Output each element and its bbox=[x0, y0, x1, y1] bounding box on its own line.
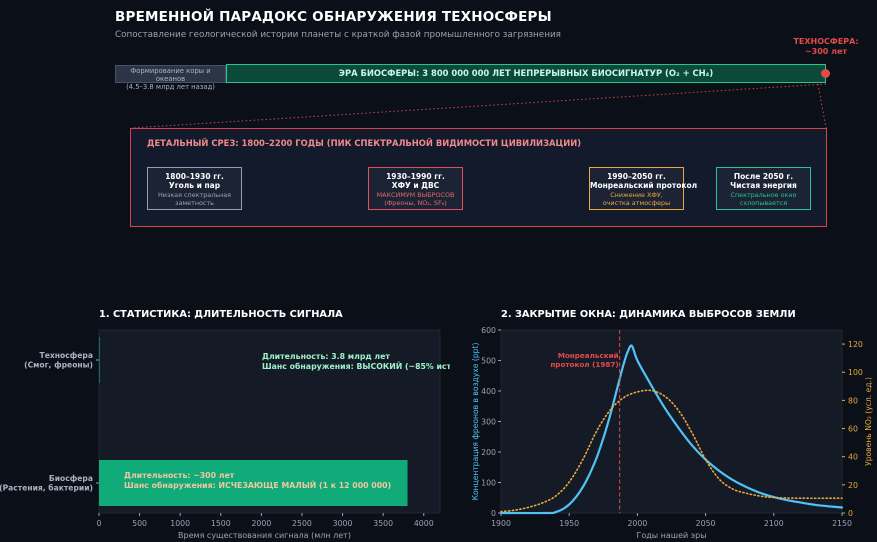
phase-period: 1990–2050 гг. bbox=[607, 172, 666, 181]
technosphere-label: ТЕХНОСФЕРА: ~300 лет bbox=[786, 37, 866, 57]
phase-card-montreal: 1990–2050 гг. Монреальский протокол Сниж… bbox=[589, 167, 698, 210]
duration-bar-chart: Биосфера(Растения, бактерии) Техносфера(С… bbox=[0, 329, 450, 540]
geology-era-bar: Формирование коры и океанов (4.5–3.8 млр… bbox=[115, 65, 226, 91]
annotation-techno: Шанс обнаружения: ИСЧЕЗАЮЩЕ МАЛЫЙ (1 к 1… bbox=[124, 481, 391, 490]
page-subtitle: Сопоставление геологической истории план… bbox=[115, 30, 561, 40]
x-axis-label: Время существования сигнала (млн лет) bbox=[178, 531, 351, 540]
y2-tick-label: 60 bbox=[848, 425, 858, 434]
phase-desc-2: схлопывается bbox=[739, 198, 788, 207]
phase-name: Чистая энергия bbox=[730, 181, 797, 190]
zoom-panel bbox=[130, 128, 827, 227]
x-tick-label: 3000 bbox=[333, 519, 353, 528]
x-tick-label: 2100 bbox=[764, 519, 784, 528]
zoom-connector-right bbox=[817, 83, 827, 129]
phase-card-cfc: 1930–1990 гг. ХФУ и ДВС МАКСИМУМ ВЫБРОСО… bbox=[368, 167, 463, 210]
phase-desc-2: заметность bbox=[175, 198, 214, 207]
y-tick-label: 200 bbox=[481, 448, 496, 457]
y2-tick-label: 100 bbox=[848, 368, 863, 377]
annotation-techno: Длительность: ~300 лет bbox=[124, 471, 235, 480]
y-tick-label: 100 bbox=[481, 479, 496, 488]
phase-period: После 2050 г. bbox=[733, 172, 794, 181]
phase-name: ХФУ и ДВС bbox=[391, 181, 440, 190]
x-tick-label: 500 bbox=[132, 519, 147, 528]
y2-tick-label: 0 bbox=[848, 509, 853, 518]
annotation-bio: Длительность: 3.8 млрд лет bbox=[262, 352, 390, 361]
page-title: ВРЕМЕННОЙ ПАРАДОКС ОБНАРУЖЕНИЯ ТЕХНОСФЕР… bbox=[115, 9, 552, 25]
y-tick-label: 600 bbox=[481, 326, 496, 335]
technosphere-label-title: ТЕХНОСФЕРА: bbox=[793, 37, 859, 46]
y-axis-label: Концентрация фреонов в воздухе (ppt) bbox=[471, 343, 480, 501]
technosphere-label-duration: ~300 лет bbox=[804, 47, 848, 56]
no2-series-line bbox=[500, 389, 843, 513]
y-tick-label: Биосфера bbox=[49, 474, 93, 483]
chart-1-title: 1. СТАТИСТИКА: ДЛИТЕЛЬНОСТЬ СИГНАЛА bbox=[99, 309, 343, 320]
y-tick-label: 400 bbox=[481, 387, 496, 396]
phase-name: Монреальский протокол bbox=[590, 181, 698, 190]
phase-desc: МАКСИМУМ ВЫБРОСОВ bbox=[376, 191, 455, 199]
bar-1 bbox=[99, 337, 100, 383]
y2-tick-label: 120 bbox=[848, 340, 863, 349]
x-tick-label: 1500 bbox=[211, 519, 231, 528]
y-tick-label: Техносфера bbox=[40, 351, 93, 360]
phase-name: Уголь и пар bbox=[168, 181, 221, 190]
bar-0 bbox=[99, 460, 408, 506]
x-tick-label: 2500 bbox=[292, 519, 312, 528]
phase-period: 1800–1930 гг. bbox=[165, 172, 224, 181]
x-tick-label: 2000 bbox=[627, 519, 647, 528]
x-tick-label: 0 bbox=[97, 519, 102, 528]
montreal-annotation: Монреальский bbox=[558, 351, 619, 360]
plot-area bbox=[500, 329, 843, 514]
technosphere-marker bbox=[821, 69, 830, 78]
phase-card-clean: После 2050 г. Чистая энергия Спектрально… bbox=[716, 167, 811, 210]
y2-tick-label: 40 bbox=[848, 453, 858, 462]
x-tick-label: 1000 bbox=[170, 519, 190, 528]
x-tick-label: 3500 bbox=[373, 519, 393, 528]
phase-desc: Низкая спектральная bbox=[158, 191, 231, 199]
x-tick-label: 1950 bbox=[559, 519, 579, 528]
x-tick-label: 2000 bbox=[251, 519, 271, 528]
geology-era-label: Формирование коры и океанов bbox=[130, 67, 211, 83]
geology-era-range: (4.5–3.8 млрд лет назад) bbox=[126, 83, 215, 91]
phase-desc-2: (Фреоны, NO₂, SF₆) bbox=[384, 198, 447, 207]
phase-desc-2: очистка атмосферы bbox=[602, 198, 671, 207]
y2-tick-label: 80 bbox=[848, 396, 858, 405]
zoom-connector-left bbox=[130, 83, 827, 129]
x-tick-label: 4000 bbox=[414, 519, 434, 528]
x-axis-label: Годы нашей эры bbox=[636, 531, 706, 540]
chart-2-title: 2. ЗАКРЫТИЕ ОКНА: ДИНАМИКА ВЫБРОСОВ ЗЕМЛ… bbox=[501, 309, 796, 320]
y-tick-label: (Смог, фреоны) bbox=[24, 361, 93, 370]
x-tick-label: 2150 bbox=[832, 519, 852, 528]
phase-period: 1930–1990 гг. bbox=[386, 172, 445, 181]
x-tick-label: 1900 bbox=[491, 519, 511, 528]
phase-desc: Снижение ХФУ, bbox=[610, 191, 663, 199]
y-tick-label: 0 bbox=[491, 509, 496, 518]
y-tick-label: 300 bbox=[481, 418, 496, 427]
montreal-annotation: протокол (1987) bbox=[550, 360, 618, 369]
phase-card-coal: 1800–1930 гг. Уголь и пар Низкая спектра… bbox=[147, 167, 242, 210]
y-tick-label: 500 bbox=[481, 357, 496, 366]
y2-tick-label: 20 bbox=[848, 481, 858, 490]
y-tick-label: (Растения, бактерии) bbox=[0, 484, 93, 493]
phase-desc: Спектральное окно bbox=[730, 191, 797, 199]
x-tick-label: 2050 bbox=[696, 519, 716, 528]
annotation-bio: Шанс обнаружения: ВЫСОКИЙ (~85% истории) bbox=[262, 362, 450, 371]
zoom-panel-title: ДЕТАЛЬНЫЙ СРЕЗ: 1800–2200 ГОДЫ (ПИК СПЕК… bbox=[147, 138, 582, 148]
y2-axis-label: Уровень NO₂ (усл. ед.) bbox=[864, 377, 873, 466]
